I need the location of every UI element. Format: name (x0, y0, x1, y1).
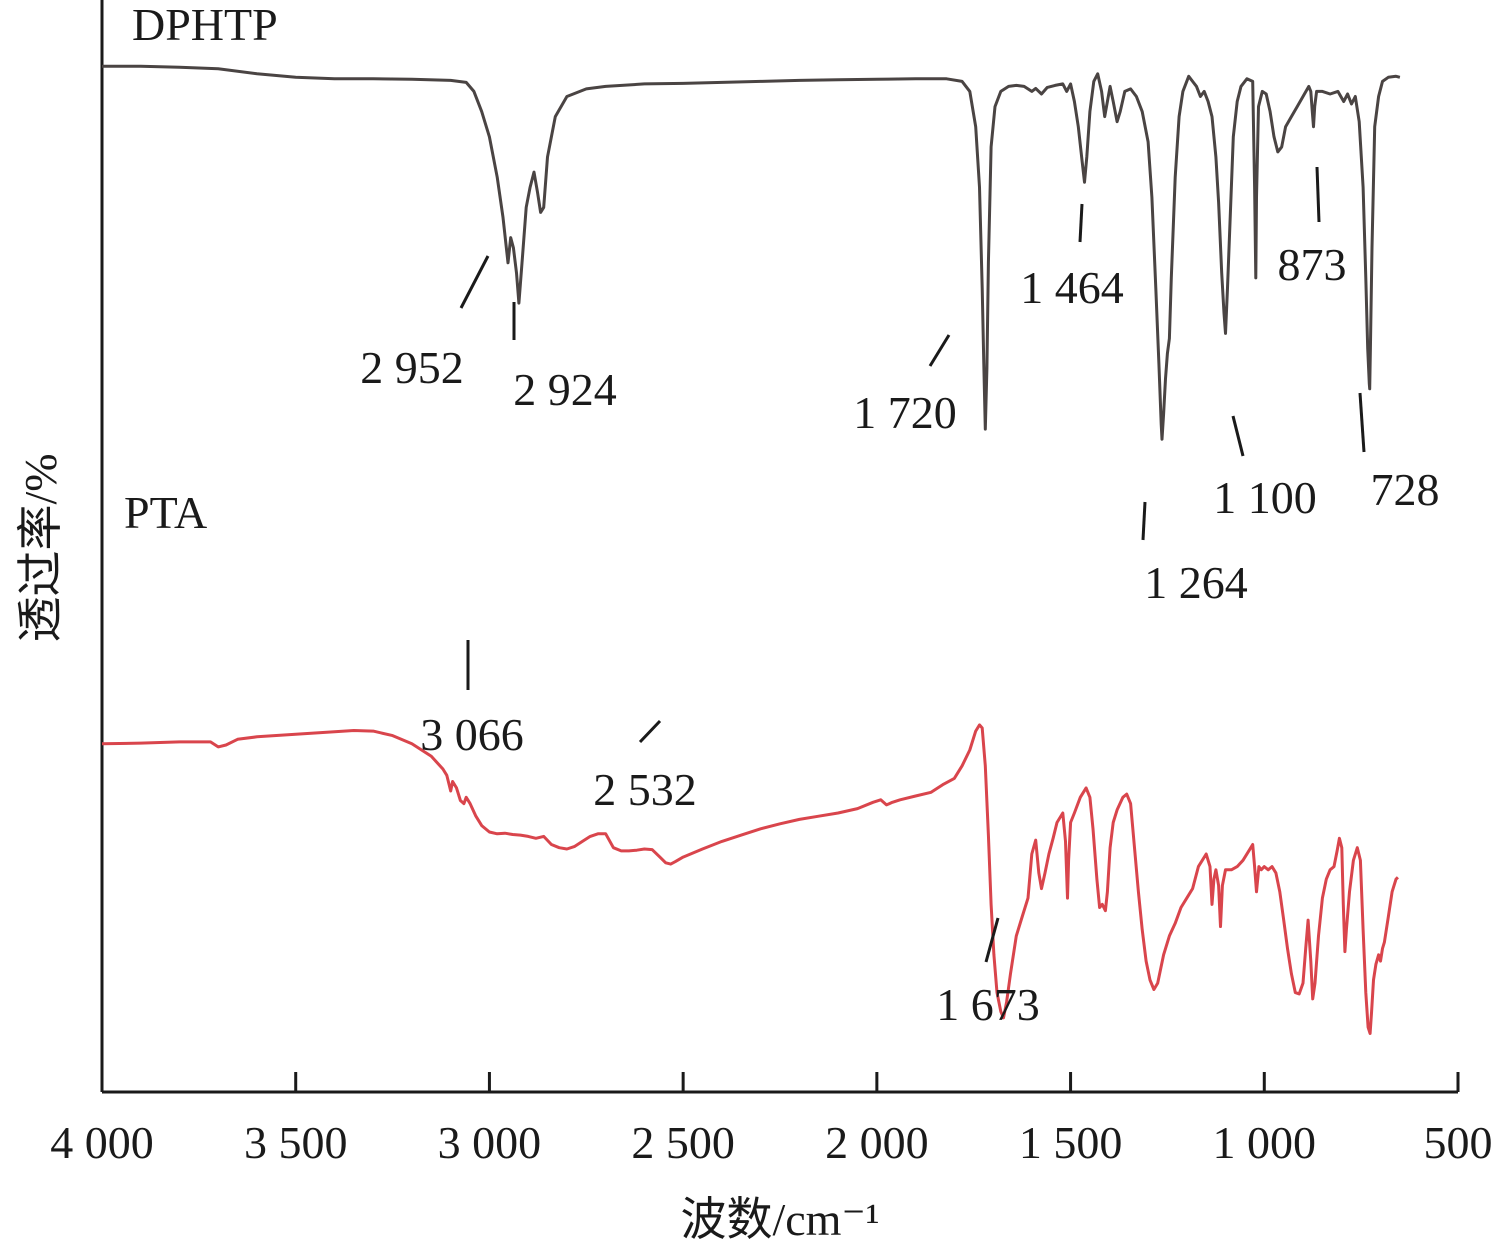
peak-label: 3 066 (420, 709, 524, 760)
peak-label: 1 100 (1213, 472, 1317, 523)
x-tick-label: 1 500 (1019, 1117, 1123, 1168)
peak-leader-line (1231, 415, 1245, 457)
x-tick-label: 2 000 (825, 1117, 929, 1168)
x-tick-label: 3 500 (244, 1117, 348, 1168)
peak-leader-line (1315, 166, 1321, 223)
peak-leader-line (1141, 501, 1147, 541)
x-tick-label: 4 000 (50, 1117, 154, 1168)
labels: 波数/cm⁻¹ 透过率/% DPHTP PTA (15, 0, 880, 1245)
series-line-dphtp (102, 64, 1401, 441)
series-label-pta: PTA (124, 487, 207, 538)
x-axis-label: 波数/cm⁻¹ (680, 1194, 879, 1245)
peak-label: 2 924 (513, 364, 617, 415)
peak-label: 1 673 (936, 979, 1040, 1030)
x-tick-label: 1 000 (1213, 1117, 1317, 1168)
peak-label: 1 720 (853, 387, 957, 438)
peak-leader-line (1358, 392, 1366, 453)
peak-label: 2 952 (360, 342, 464, 393)
peak-label: 1 264 (1144, 557, 1248, 608)
peak-leader-line (638, 719, 662, 744)
peak-label: 2 532 (593, 764, 697, 815)
peak-leader-line (459, 255, 490, 309)
y-axis-label: 透过率/% (15, 453, 66, 642)
x-tick-label: 3 000 (438, 1117, 542, 1168)
series-layer (101, 64, 1401, 1035)
peak-label: 728 (1371, 464, 1440, 515)
peak-leader-line (1078, 203, 1084, 243)
peak-leader-line (928, 334, 951, 367)
x-tick-label: 2 500 (631, 1117, 735, 1168)
axes: 4 000 3 500 3 000 2 500 2 000 1 500 1 000 500 (50, 0, 1493, 1168)
series-line-pta (101, 723, 1399, 1035)
peak-annotations: 2 952 2 924 1 720 1 464 1 264 1 100 873 728 3 06… (360, 166, 1440, 1030)
x-tick-label: 500 (1424, 1117, 1493, 1168)
peak-leader-line (984, 917, 1000, 963)
series-label-dphtp: DPHTP (132, 0, 278, 50)
peak-label: 1 464 (1020, 262, 1124, 313)
peak-label: 873 (1278, 239, 1347, 290)
